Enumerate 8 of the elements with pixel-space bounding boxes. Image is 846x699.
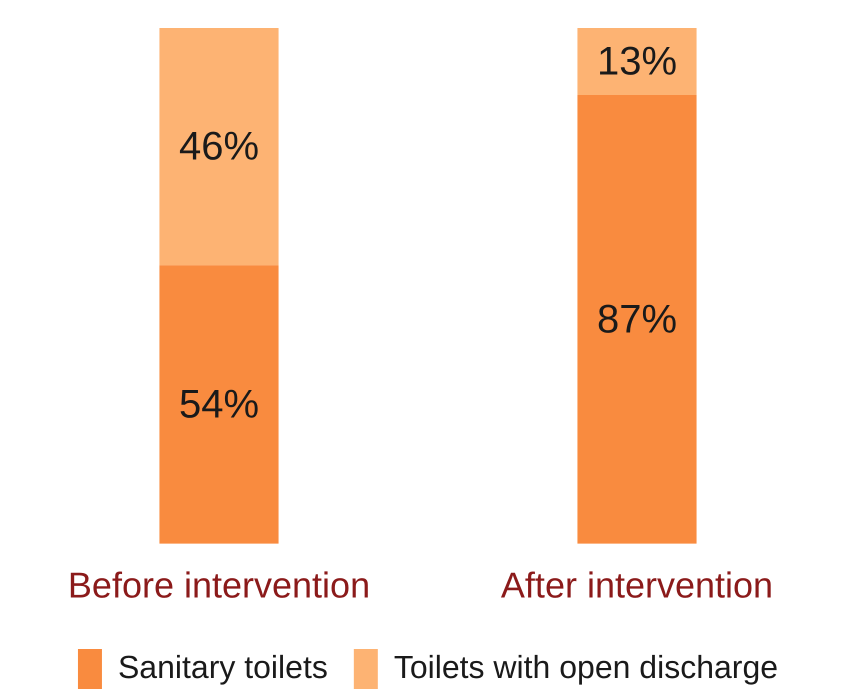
x-tick-label: Before intervention bbox=[68, 564, 370, 606]
data-label: 46% bbox=[178, 124, 260, 169]
legend-label: Toilets with open discharge bbox=[394, 648, 778, 685]
x-tick-label: After intervention bbox=[500, 564, 774, 606]
data-label: 87% bbox=[596, 297, 678, 342]
data-label: 54% bbox=[178, 382, 260, 427]
legend-label: Sanitary toilets bbox=[118, 648, 328, 685]
data-label: 13% bbox=[596, 40, 678, 84]
